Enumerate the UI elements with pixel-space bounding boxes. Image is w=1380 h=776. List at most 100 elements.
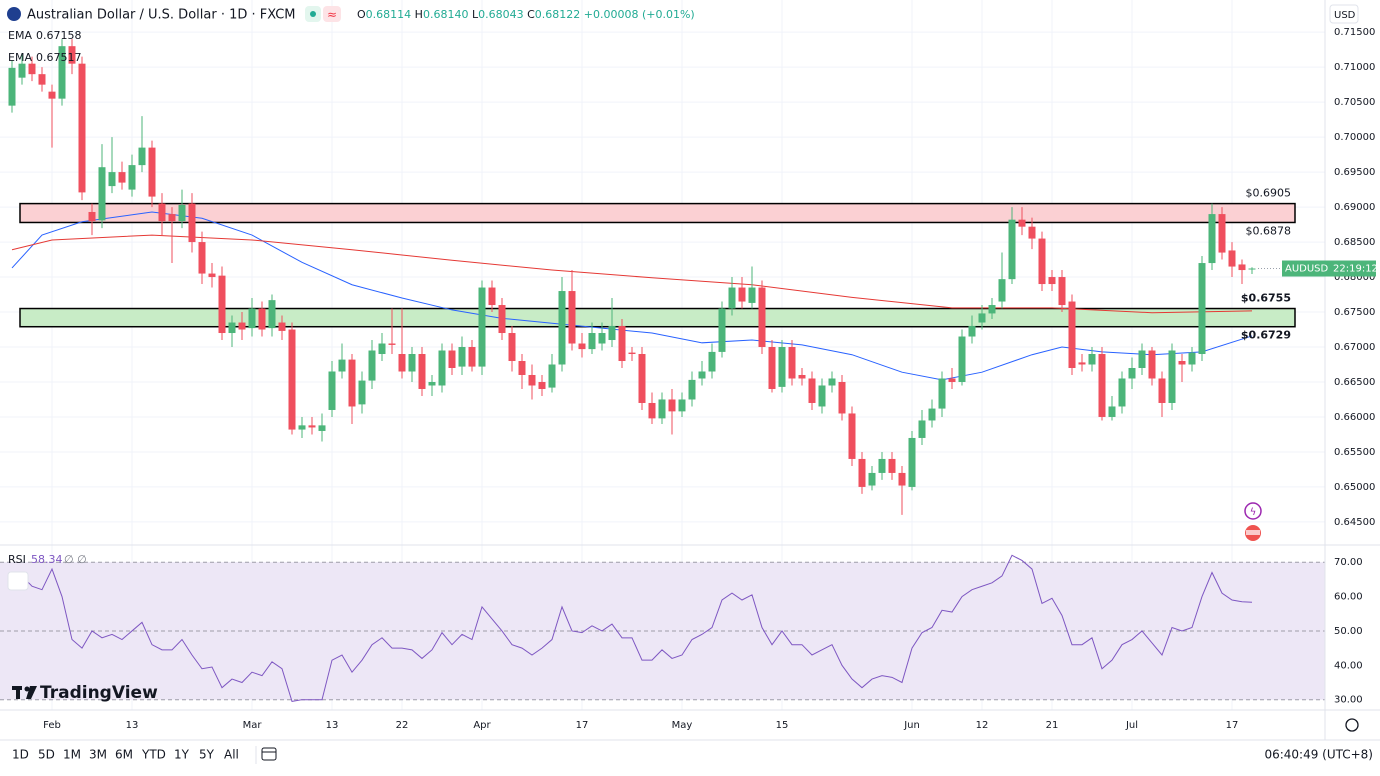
y-tick-label: 60.00 bbox=[1334, 592, 1363, 603]
x-tick-label: 21 bbox=[1046, 720, 1059, 731]
settings-icon[interactable] bbox=[1345, 718, 1359, 732]
candle-body bbox=[628, 352, 636, 355]
x-tick-label: 12 bbox=[976, 720, 989, 731]
candle-body bbox=[458, 347, 466, 367]
candle-body bbox=[88, 211, 96, 222]
candle-body bbox=[758, 287, 766, 348]
countdown-label: 22:19:12 bbox=[1333, 264, 1378, 275]
candle-body bbox=[1168, 350, 1176, 403]
y-tick-label: 0.71000 bbox=[1334, 62, 1375, 73]
candle-body bbox=[988, 305, 996, 314]
candle-body bbox=[238, 322, 246, 330]
x-tick-label: 13 bbox=[126, 720, 139, 731]
candle-body bbox=[1098, 354, 1106, 417]
candle-body bbox=[218, 275, 226, 334]
legend-value: 0.67517 bbox=[36, 51, 82, 64]
candle-body bbox=[968, 326, 976, 337]
y-tick-label: 0.71500 bbox=[1334, 27, 1375, 38]
candle-body bbox=[438, 350, 446, 386]
candle-body bbox=[418, 354, 426, 389]
news-icon-stripe[interactable] bbox=[1246, 530, 1260, 535]
y-tick-label: 0.68000 bbox=[1334, 272, 1375, 283]
ema-line bbox=[11, 234, 1253, 314]
range-button[interactable]: YTD bbox=[141, 748, 166, 762]
rsi-line bbox=[11, 554, 1253, 702]
candle-body bbox=[1048, 277, 1056, 285]
x-tick-label: Apr bbox=[473, 720, 491, 731]
candle-body bbox=[228, 322, 236, 334]
candle-body bbox=[1238, 264, 1246, 271]
candle-body bbox=[728, 287, 736, 309]
x-tick-label: 17 bbox=[1226, 720, 1239, 731]
candle-body bbox=[618, 326, 626, 362]
candle-body bbox=[268, 300, 276, 329]
range-button[interactable]: 1D bbox=[12, 748, 29, 762]
candle-body bbox=[1148, 350, 1156, 379]
x-tick-label: Mar bbox=[243, 720, 263, 731]
candle-body bbox=[1248, 268, 1256, 270]
candle-body bbox=[818, 385, 826, 407]
range-button[interactable]: All bbox=[224, 748, 239, 762]
candle-body bbox=[1008, 219, 1016, 280]
candle-body bbox=[668, 399, 676, 412]
ohlc-value: 0.68122 bbox=[535, 8, 581, 21]
candle-body bbox=[378, 343, 386, 355]
event-icon-glyph[interactable]: ϟ bbox=[1250, 507, 1257, 518]
candle-body bbox=[588, 333, 596, 350]
range-button[interactable]: 3M bbox=[89, 748, 107, 762]
candle-body bbox=[348, 359, 356, 407]
candle-body bbox=[1018, 219, 1026, 227]
candle-body bbox=[368, 350, 376, 381]
candle-body bbox=[738, 287, 746, 302]
logo-mark bbox=[16, 686, 20, 699]
flag-icon bbox=[7, 7, 21, 21]
legend-name: EMA bbox=[8, 51, 32, 64]
candle-body bbox=[1068, 301, 1076, 368]
currency-box[interactable] bbox=[1329, 4, 1359, 24]
candle-body bbox=[1218, 214, 1226, 253]
candle-body bbox=[388, 343, 396, 345]
y-tick-label: 0.65500 bbox=[1334, 447, 1375, 458]
candle-body bbox=[288, 329, 296, 430]
y-tick-label: 0.67500 bbox=[1334, 307, 1375, 318]
event-icon[interactable] bbox=[1244, 502, 1262, 520]
candle-body bbox=[1028, 226, 1036, 239]
candle-body bbox=[888, 458, 896, 473]
candle-body bbox=[128, 165, 136, 190]
candle-body bbox=[408, 354, 416, 372]
zone bbox=[19, 307, 1296, 328]
candle-body bbox=[158, 203, 166, 222]
candle-body bbox=[1158, 378, 1166, 403]
ohlc-key: L bbox=[472, 8, 479, 21]
rsi-name: RSI bbox=[8, 553, 26, 566]
zone-label: $0.6729 bbox=[1241, 329, 1291, 342]
candle-body bbox=[108, 172, 116, 187]
currency[interactable]: USD bbox=[1334, 10, 1356, 21]
range-button[interactable]: 1M bbox=[63, 748, 81, 762]
ema-line bbox=[11, 211, 1253, 381]
price-label-box bbox=[1282, 260, 1376, 277]
candle-body bbox=[688, 379, 696, 400]
y-tick-label: 70.00 bbox=[1334, 557, 1363, 568]
y-tick-label: 40.00 bbox=[1334, 660, 1363, 671]
candle-body bbox=[1088, 354, 1096, 365]
x-tick-label: May bbox=[672, 720, 693, 731]
candle-body bbox=[908, 437, 916, 487]
candle-body bbox=[648, 402, 656, 419]
range-button[interactable]: 6M bbox=[115, 748, 133, 762]
candle-body bbox=[1178, 361, 1186, 365]
legend-value: 0.67158 bbox=[36, 29, 82, 42]
candle-body bbox=[938, 378, 946, 409]
logo-mark bbox=[26, 686, 37, 699]
ohlc-change: +0.00008 (+0.01%) bbox=[584, 8, 695, 21]
candle-body bbox=[1038, 238, 1046, 285]
range-button[interactable]: 5D bbox=[38, 748, 55, 762]
range-button[interactable]: 5Y bbox=[199, 748, 215, 762]
range-button[interactable]: 1Y bbox=[174, 748, 190, 762]
y-tick-label: 0.66500 bbox=[1334, 377, 1375, 388]
calendar-icon[interactable] bbox=[261, 747, 277, 761]
candle-body bbox=[848, 413, 856, 459]
candle-body bbox=[748, 287, 756, 303]
candle-body bbox=[558, 291, 566, 365]
